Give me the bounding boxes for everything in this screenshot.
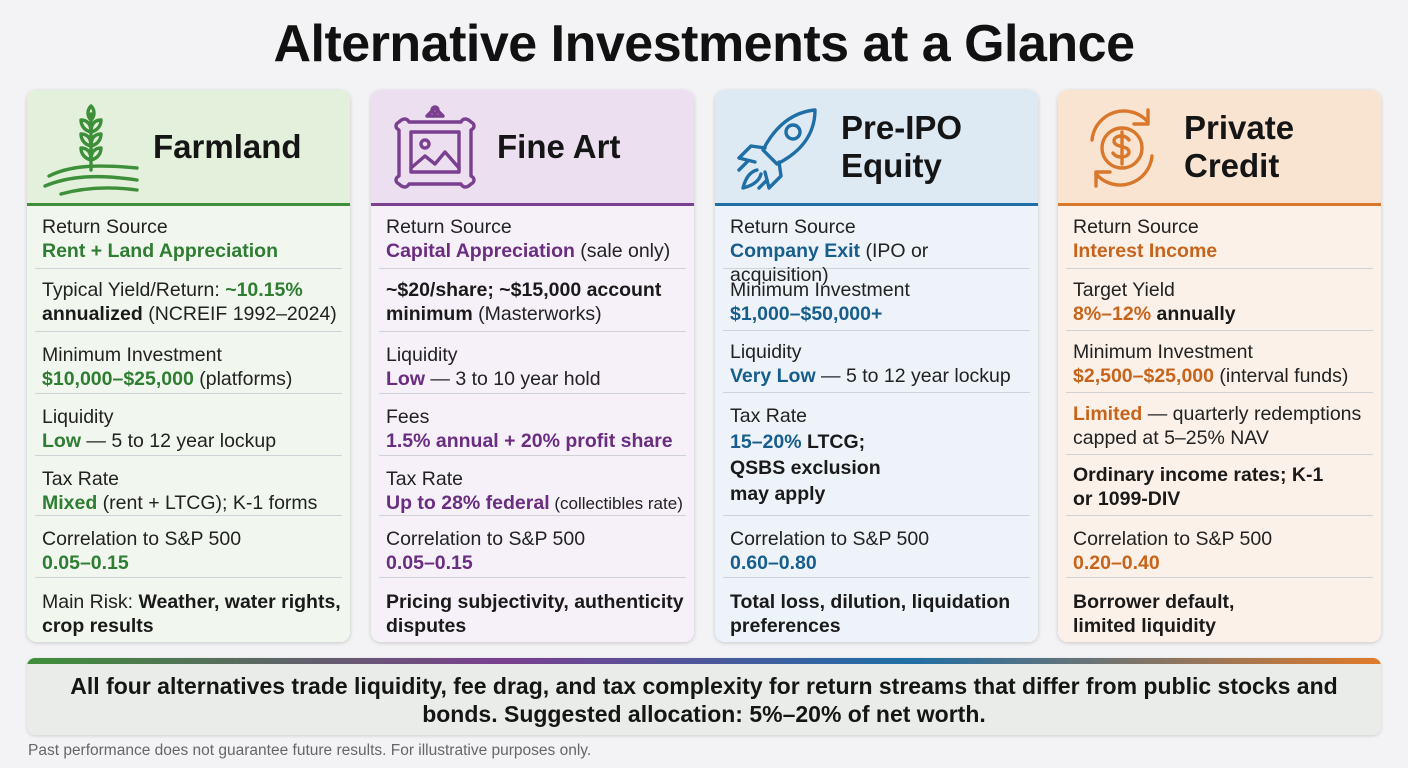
card-title: Farmland [153,127,302,165]
card-header: Private Credit [1058,90,1381,206]
wheat-field-icon [43,104,139,196]
row-tax-rate: Tax Rate Mixed (rent + LTCG); K-1 forms [35,456,342,516]
row-fees: Fees 1.5% annual + 20% profit share [379,394,686,456]
row-typical-yield: Typical Yield/Return: ~10.15% annualized… [35,269,342,332]
row-correlation: Correlation to S&P 500 0.20–0.40 [1066,516,1373,578]
row-main-risk: Borrower default, limited liquidity [1073,591,1235,637]
row-return-source: Return Source Capital Appreciation (sale… [379,206,686,269]
row-main-risk: Pricing subjectivity, authenticity dispu… [386,591,684,637]
card-body: Return Source Rent + Land Appreciation T… [27,206,350,642]
card-title: Pre-IPO Equity [841,108,963,184]
row-return-source: Return Source Interest Income [1066,206,1373,269]
dollar-cycle-icon [1090,108,1154,188]
card-title: Fine Art [497,127,621,165]
accent-bar [715,203,1038,206]
row-minimum-investment: Minimum Investment $2,500–$25,000 (inter… [1066,331,1373,393]
row-minimum-investment: Minimum Investment $1,000–$50,000+ [723,269,1030,331]
rocket-icon [737,108,817,190]
row-main-risk: Total loss, dilution, liquidation prefer… [730,591,1011,637]
card-header: Farmland [27,90,350,206]
row-liquidity: Liquidity Very Low — 5 to 12 year lockup [723,331,1030,393]
accent-bar [371,203,694,206]
cards-container: Farmland Return Source Rent + Land Appre… [27,90,1381,642]
row-tax-rate: Ordinary income rates; K-1 or 1099-DIV [1066,455,1373,516]
row-liquidity: Limited — quarterly redemptions capped a… [1066,393,1373,455]
card-body: Return Source Interest Income Target Yie… [1058,206,1381,642]
summary-text: All four alternatives trade liquidity, f… [70,673,1338,727]
disclaimer: Past performance does not guarantee futu… [28,742,592,759]
row-correlation: Correlation to S&P 500 0.05–0.15 [35,516,342,578]
row-minimum-investment: ~$20/share; ~$15,000 account minimum (Ma… [379,269,686,332]
picture-frame-icon [394,105,476,189]
row-liquidity: Liquidity Low — 5 to 12 year lockup [35,394,342,456]
row-correlation: Correlation to S&P 500 0.05–0.15 [379,516,686,578]
row-main-risk: Main Risk: Weather, water rights, crop r… [42,591,341,637]
row-liquidity: Liquidity Low — 3 to 10 year hold [379,332,686,394]
row-target-yield: Target Yield 8%–12% annually [1066,269,1373,331]
accent-bar [27,203,350,206]
row-return-source: Return Source Rent + Land Appreciation [35,206,342,269]
gradient-bar [27,658,1381,664]
row-tax-rate: Tax Rate Up to 28% federal (collectibles… [379,456,686,516]
card-fine-art: Fine Art Return Source Capital Appreciat… [371,90,694,642]
card-private-credit: Private Credit Return Source Interest Inc… [1058,90,1381,642]
summary-box: All four alternatives trade liquidity, f… [27,658,1381,735]
card-pre-ipo-equity: Pre-IPO Equity Return Source Company Exit… [715,90,1038,642]
row-minimum-investment: Minimum Investment $10,000–$25,000 (plat… [35,332,342,394]
card-farmland: Farmland Return Source Rent + Land Appre… [27,90,350,642]
row-correlation: Correlation to S&P 500 0.60–0.80 [723,516,1030,578]
card-header: Fine Art [371,90,694,206]
row-tax-rate: Tax Rate 15–20% LTCG; QSBS exclusion may… [723,393,1030,516]
row-return-source: Return Source Company Exit (IPO or acqui… [723,206,1030,286]
card-body: Return Source Company Exit (IPO or acqui… [715,206,1038,642]
page-title: Alternative Investments at a Glance [273,15,1135,73]
card-title: Private Credit [1184,108,1295,184]
card-header: Pre-IPO Equity [715,90,1038,206]
card-body: Return Source Capital Appreciation (sale… [371,206,694,642]
accent-bar [1058,203,1381,206]
